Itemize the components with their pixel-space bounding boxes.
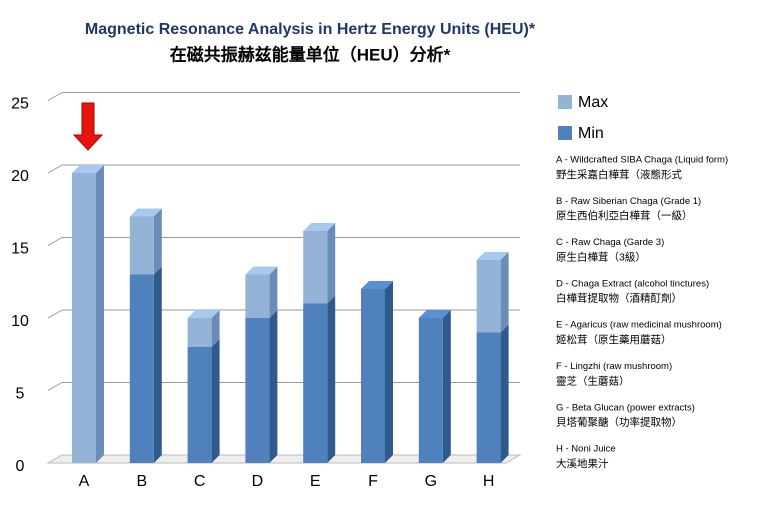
grid-line-depth xyxy=(47,382,63,391)
bar-top xyxy=(72,165,104,173)
bar-top xyxy=(476,252,509,260)
grid-line-depth xyxy=(47,92,63,101)
bar xyxy=(245,274,270,318)
bar-top xyxy=(418,310,451,318)
note-en: F - Lingzhi (raw mushroom) xyxy=(556,361,672,372)
legend-swatch xyxy=(558,95,572,109)
y-tick-label: 0 xyxy=(16,458,25,475)
bar xyxy=(303,231,328,304)
y-tick-label: 10 xyxy=(11,313,29,330)
bar-top xyxy=(361,281,393,289)
legend-label: Max xyxy=(578,94,608,111)
x-tick-label: B xyxy=(136,473,147,490)
bar-side xyxy=(327,295,336,463)
note-en: B - Raw Siberian Chaga (Grade 1) xyxy=(556,196,701,207)
grid-line-depth xyxy=(47,237,63,246)
bar-top xyxy=(129,208,162,217)
x-tick-label: D xyxy=(252,473,264,490)
bar-side xyxy=(269,266,278,318)
bar xyxy=(303,303,328,463)
bar xyxy=(187,347,212,463)
note-en: C - Raw Chaga (Garde 3) xyxy=(556,237,664,248)
note-cn: 貝塔葡聚醣（功率提取物） xyxy=(556,416,682,429)
bar xyxy=(187,318,212,347)
note-cn: 大溪地果汁 xyxy=(556,457,609,470)
note-en: H - Noni Juice xyxy=(556,444,616,455)
bar-side xyxy=(385,281,393,463)
bar-side xyxy=(269,310,278,463)
y-tick-label: 20 xyxy=(11,168,29,185)
bar xyxy=(72,173,96,463)
red-arrow xyxy=(72,102,104,151)
bar xyxy=(129,274,154,463)
bar-side xyxy=(211,339,220,463)
note-en: D - Chaga Extract (alcohol tinctures) xyxy=(556,278,709,289)
note-cn: 原生白樺茸（3級） xyxy=(556,250,646,263)
note-en: G - Beta Glucan (power extracts) xyxy=(556,402,695,413)
bar xyxy=(418,318,443,463)
legend-label: Min xyxy=(578,125,604,142)
bar-side xyxy=(211,310,220,347)
note-cn: 靈芝（生蘑菇） xyxy=(556,374,630,387)
y-tick-label: 5 xyxy=(16,386,25,403)
chart-title: Magnetic Resonance Analysis in Hertz Ene… xyxy=(85,21,536,38)
floor xyxy=(46,454,522,464)
note-cn: 原生西伯利亞白樺茸（一級） xyxy=(556,209,693,222)
bar-top xyxy=(303,223,336,231)
note-cn: 白樺茸提取物（酒精酊劑） xyxy=(556,292,682,305)
bar xyxy=(129,216,154,275)
bar xyxy=(476,260,501,333)
bar-side xyxy=(153,266,162,463)
bar-top xyxy=(245,266,278,275)
grid-line-depth xyxy=(47,164,63,174)
bar xyxy=(361,289,385,463)
bar-top xyxy=(187,310,220,318)
bar-side xyxy=(500,324,509,463)
x-tick-label: C xyxy=(194,473,206,490)
x-tick-label: E xyxy=(310,473,321,490)
y-tick-label: 25 xyxy=(11,96,29,113)
chart-subtitle: 在磁共振赫兹能量单位（HEU）分析* xyxy=(170,44,451,64)
bar-side xyxy=(327,223,336,304)
note-cn: 姬松茸（原生藥用蘑菇） xyxy=(556,333,672,346)
bar-side xyxy=(500,252,509,333)
note-en: A - Wildcrafted SIBA Chaga (Liquid form) xyxy=(556,155,728,166)
x-tick-label: F xyxy=(368,473,378,490)
bar xyxy=(476,332,501,463)
legend-swatch xyxy=(558,126,572,140)
x-tick-label: A xyxy=(79,473,90,490)
note-cn: 野生采嘉白樺茸（液態形式 xyxy=(556,168,682,181)
grid-line-depth xyxy=(47,309,63,319)
bar-side xyxy=(96,165,104,463)
x-tick-label: H xyxy=(483,473,495,490)
bar xyxy=(245,318,270,463)
x-tick-label: G xyxy=(425,473,437,490)
bar-side xyxy=(153,208,162,275)
y-tick-label: 15 xyxy=(11,241,29,258)
bar-side xyxy=(442,310,451,463)
note-en: E - Agaricus (raw medicinal mushroom) xyxy=(556,320,722,331)
